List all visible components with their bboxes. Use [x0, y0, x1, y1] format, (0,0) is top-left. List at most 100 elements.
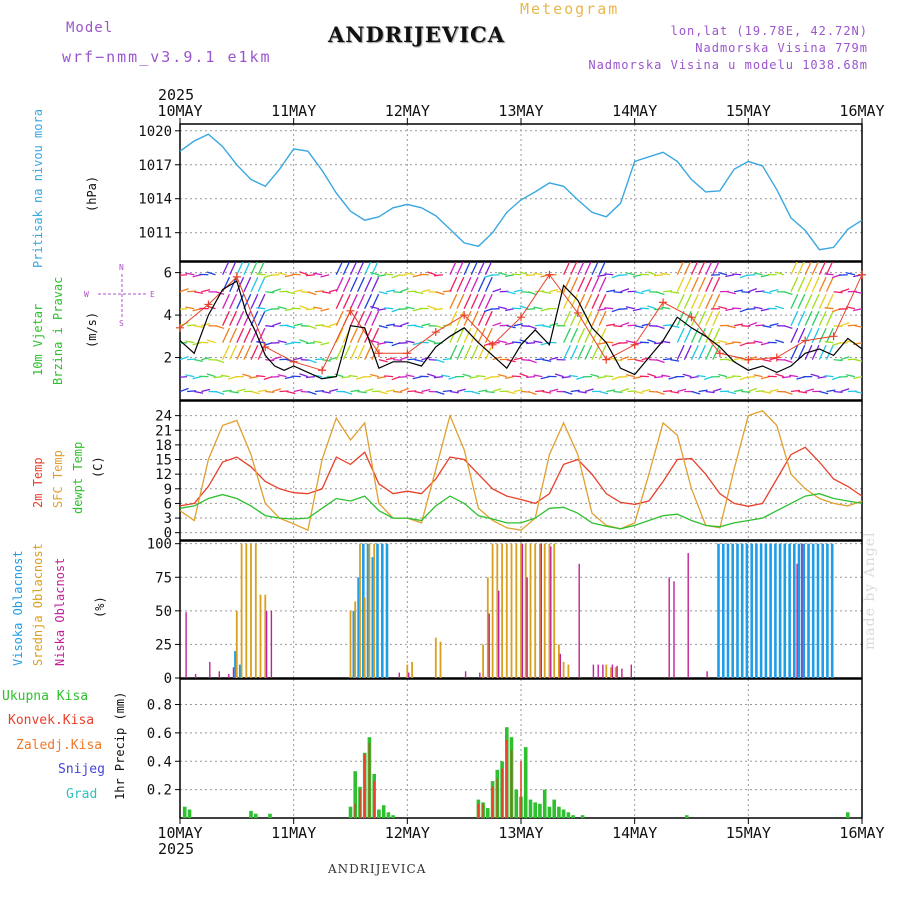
y-tick-label: 50: [155, 604, 172, 620]
wind-barb: [563, 262, 571, 276]
cloud-low-bar: [218, 671, 220, 678]
wind-barb: [286, 325, 296, 329]
wind-barb: [257, 262, 265, 276]
wind-barb: [797, 344, 806, 360]
cloud-mid-bar: [567, 664, 570, 678]
wind-barb: [335, 327, 344, 343]
wind-label-1: 10m Vjetar: [31, 304, 45, 376]
wind-barb: [405, 374, 415, 378]
cloud-mid-bar: [363, 597, 366, 678]
cloud-low-bar: [578, 563, 580, 678]
precip-total-bar: [268, 813, 272, 818]
wind-barb: [398, 375, 408, 378]
wind-barb: [584, 310, 593, 326]
wind-barbs: [180, 262, 862, 396]
wind-barb: [492, 356, 502, 361]
wind-barb: [670, 291, 680, 294]
wind-barb: [825, 327, 834, 343]
compass-e: E: [150, 290, 155, 299]
cloud-low-bar: [602, 664, 604, 678]
compass-s: S: [119, 319, 124, 328]
wind-barb: [647, 339, 657, 344]
wind-barb: [790, 389, 800, 393]
wind-barb: [504, 274, 515, 278]
wind-barb: [641, 289, 651, 293]
wind-barb: [236, 293, 245, 309]
wind-barb: [194, 390, 204, 394]
y-tick-label: 1011: [138, 226, 172, 242]
wind-barb: [299, 271, 309, 276]
wind-barb: [364, 276, 373, 292]
wind-barb: [206, 271, 216, 276]
wind-gust-marker: [602, 355, 611, 364]
cloud-low-bar: [540, 543, 542, 678]
wind-barb: [748, 287, 758, 293]
wind-barb: [840, 322, 850, 327]
wind-gust-marker: [374, 349, 383, 358]
wind-barb: [257, 310, 266, 326]
wind-barb: [433, 376, 443, 379]
wind-barb: [584, 388, 594, 393]
y-tick-label: 3: [164, 511, 172, 527]
y-tick-label: 1014: [138, 192, 172, 208]
wind-barb: [732, 307, 742, 310]
precip-total-bar: [547, 806, 552, 818]
wind-barb: [568, 374, 578, 378]
wind-barb: [655, 325, 665, 330]
cloud-low-bar: [673, 581, 675, 678]
precip-total-bar: [514, 789, 519, 818]
wind-barb: [449, 327, 458, 343]
wind-barb: [790, 276, 799, 292]
wind-barb: [385, 389, 396, 393]
cloud-mid-bar: [562, 661, 565, 678]
wind-barb: [349, 262, 358, 276]
wind-barb: [469, 376, 479, 379]
wind-barb: [854, 359, 862, 362]
cloud-mid-bar: [259, 594, 262, 678]
y-tick-label: 12: [155, 467, 172, 483]
wind-gust-marker: [744, 355, 753, 364]
wind-barb: [476, 374, 486, 378]
wind-barb: [663, 358, 673, 361]
wind-barb: [250, 276, 259, 292]
wind-barb: [833, 359, 843, 362]
wind-barb: [734, 289, 744, 293]
cloud-low-bar: [228, 674, 230, 678]
wind-barb: [321, 291, 332, 294]
y-tick-label: 0: [164, 671, 172, 687]
model-value: wrf−nmm_v3.9.1 e1km: [62, 48, 272, 66]
wind-gust-marker: [858, 270, 866, 279]
compass-rose: N S W E: [84, 263, 155, 328]
wind-barb: [180, 375, 188, 378]
wind-barb: [222, 293, 230, 309]
wind-barb: [840, 388, 850, 393]
wind-barb: [433, 308, 443, 311]
wind-barb: [180, 274, 181, 276]
wind-barb: [712, 344, 721, 360]
wind-barb: [696, 374, 706, 378]
wind-barb: [676, 310, 685, 326]
time-label-top: 15MAY: [726, 102, 771, 120]
wind-barb: [385, 357, 396, 361]
wind-barb: [456, 388, 466, 393]
cloud-low-bar: [408, 672, 410, 678]
wind-barb: [335, 293, 344, 309]
wind-barb: [705, 276, 714, 292]
cloud-high-bar: [362, 543, 365, 678]
wind-barb: [393, 359, 403, 362]
cloud-mid-bar: [349, 610, 352, 678]
wind-barb: [604, 375, 614, 378]
wind-barb: [725, 308, 735, 312]
wind-barb: [677, 388, 687, 393]
wind-barb: [634, 325, 644, 329]
wind-barb: [797, 276, 806, 292]
wind-barb: [277, 340, 287, 344]
wind-barb: [462, 373, 472, 378]
wind-barb: [698, 262, 706, 276]
time-label-top: 12MAY: [385, 102, 430, 120]
wind-barb: [598, 276, 607, 292]
wind-barb: [314, 358, 324, 361]
wind-barb: [797, 262, 805, 276]
wind-gust-marker: [630, 340, 639, 349]
wind-barb: [229, 276, 238, 292]
